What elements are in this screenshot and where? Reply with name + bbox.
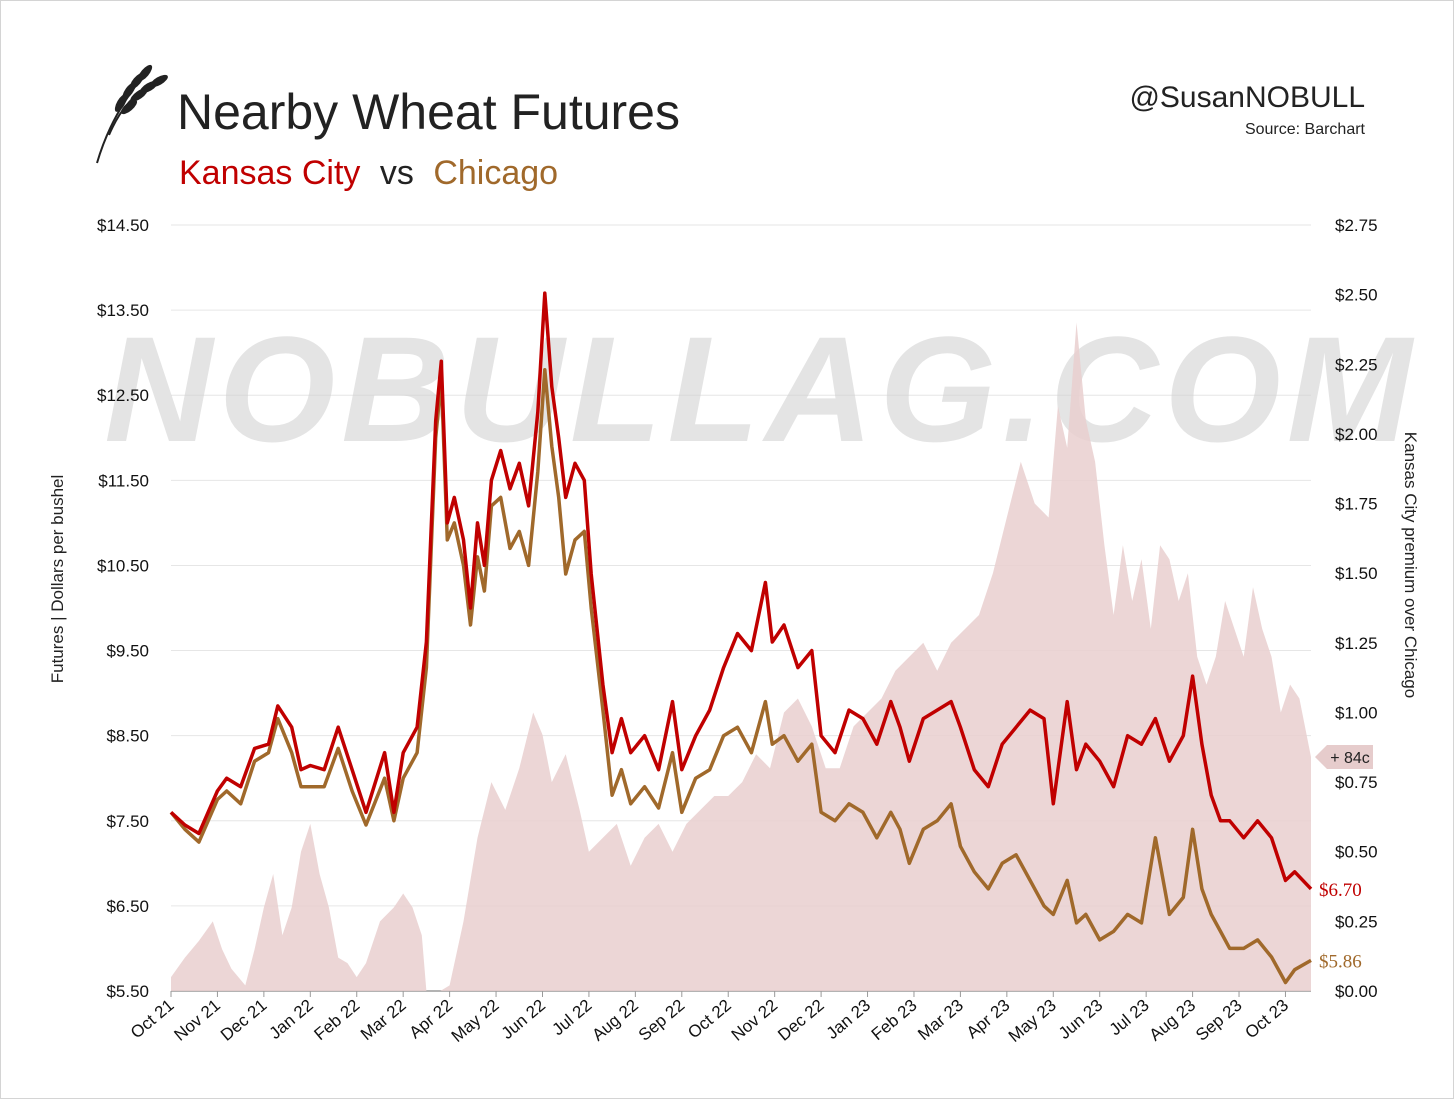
premium-callout-tag xyxy=(1315,745,1373,770)
x-tick-label: Jul 23 xyxy=(1106,996,1153,1040)
y-tick-label: $12.50 xyxy=(97,386,149,405)
end-labels: $6.70 $5.86 + 84c xyxy=(1315,745,1373,972)
x-tick-label: Sep 23 xyxy=(1192,996,1245,1045)
subtitle-vs: vs xyxy=(380,154,414,192)
left-axis-label: Futures | Dollars per bushel xyxy=(48,475,67,684)
series-line-chicago xyxy=(169,367,1312,985)
x-tick-label: Apr 22 xyxy=(406,996,457,1043)
y-tick-label: $6.50 xyxy=(106,897,149,916)
series-lines-layer xyxy=(169,291,1313,985)
y2-tick-label: $0.75 xyxy=(1335,773,1378,792)
subtitle-chicago: Chicago xyxy=(433,154,558,192)
y-tick-label: $5.50 xyxy=(106,982,149,1001)
left-axis-ticks: $14.50 $13.50 $12.50 $11.50 $10.50 $9.50 $8.50… xyxy=(97,216,149,1001)
x-tick-label: Dec 21 xyxy=(217,996,270,1045)
x-tick-label: Feb 22 xyxy=(311,996,364,1045)
y-tick-label: $9.50 xyxy=(106,642,149,661)
x-tick-label: Aug 23 xyxy=(1146,996,1199,1045)
x-tick-label: Nov 21 xyxy=(171,996,224,1045)
x-tick-label: May 23 xyxy=(1005,996,1060,1046)
x-tick-label: Oct 21 xyxy=(127,996,178,1043)
y2-tick-label: $2.75 xyxy=(1335,216,1378,235)
y2-tick-label: $0.25 xyxy=(1335,912,1378,931)
y-tick-label: $14.50 xyxy=(97,216,149,235)
series-line-kansas-city xyxy=(169,291,1313,891)
y2-tick-label: $2.25 xyxy=(1335,355,1378,374)
y-tick-label: $13.50 xyxy=(97,301,149,320)
x-tick-label: Nov 22 xyxy=(728,996,781,1045)
x-tick-label: Jun 23 xyxy=(1055,996,1106,1043)
x-tick-label: Apr 23 xyxy=(963,996,1014,1043)
y2-tick-label: $2.50 xyxy=(1335,286,1378,305)
x-tick-label: Sep 22 xyxy=(635,996,688,1045)
y2-tick-label: $2.00 xyxy=(1335,425,1378,444)
x-tick-label: Mar 23 xyxy=(914,996,967,1045)
watermark: NOBULLAG.COM xyxy=(104,305,1418,473)
x-tick-label: Jan 22 xyxy=(266,996,317,1043)
end-label-kansas-city: $6.70 xyxy=(1319,880,1362,901)
end-label-chicago: $5.86 xyxy=(1319,951,1362,972)
source-note: Source: Barchart xyxy=(1245,121,1366,138)
author-handle: @SusanNOBULL xyxy=(1129,81,1365,114)
x-tick-label: May 22 xyxy=(448,996,503,1046)
x-tick-label: Jun 22 xyxy=(498,996,549,1043)
x-tick-label: Aug 22 xyxy=(588,996,641,1045)
right-axis-label: Kansas City premium over Chicago xyxy=(1401,432,1420,698)
y2-tick-label: $1.25 xyxy=(1335,634,1378,653)
premium-callout-label: + 84c xyxy=(1330,750,1370,767)
subtitle-kansas-city: Kansas City xyxy=(179,154,360,192)
x-tick-label: Jul 22 xyxy=(549,996,596,1040)
x-tick-label: Mar 22 xyxy=(357,996,410,1045)
chart-subtitle: Kansas City vs Chicago xyxy=(179,154,558,192)
premium-area-layer xyxy=(171,322,1311,991)
y2-tick-label: $1.50 xyxy=(1335,564,1378,583)
y2-tick-label: $0.50 xyxy=(1335,843,1378,862)
chart-title: Nearby Wheat Futures xyxy=(177,84,680,140)
x-tick-label: Jan 23 xyxy=(823,996,874,1043)
y2-tick-label: $1.75 xyxy=(1335,495,1378,514)
y2-tick-label: $0.00 xyxy=(1335,982,1378,1001)
y-tick-label: $11.50 xyxy=(98,471,149,490)
x-tick-label: Feb 23 xyxy=(868,996,921,1045)
right-axis-ticks: $2.75 $2.50 $2.25 $2.00 $1.75 $1.50 $1.25 $1.00… xyxy=(1335,216,1378,1001)
wheat-logo-icon xyxy=(96,64,168,164)
y-tick-label: $7.50 xyxy=(106,812,149,831)
x-tick-label: Oct 22 xyxy=(684,996,735,1043)
y2-tick-label: $1.00 xyxy=(1335,703,1378,722)
x-tick-label: Oct 23 xyxy=(1241,996,1292,1043)
premium-area xyxy=(171,322,1311,991)
x-tick-label: Dec 22 xyxy=(774,996,827,1045)
y-tick-label: $10.50 xyxy=(97,556,149,575)
y-tick-label: $8.50 xyxy=(106,727,149,746)
